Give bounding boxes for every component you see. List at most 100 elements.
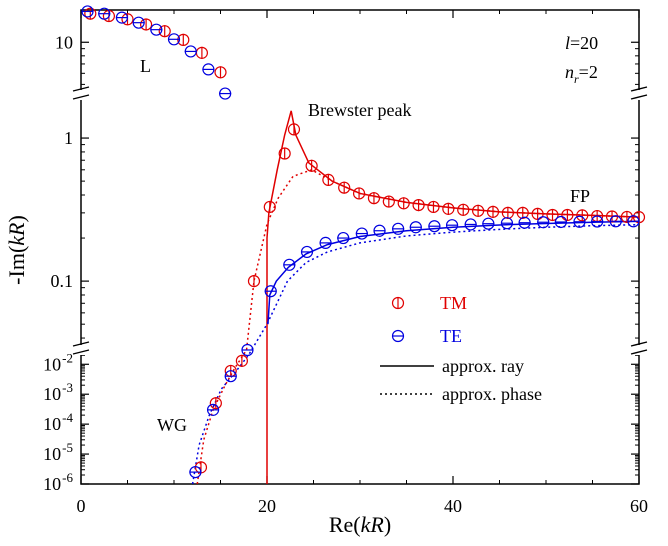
- y-axis-title: -Im(kR): [4, 215, 29, 285]
- annotation-label: FP: [570, 186, 590, 206]
- legend: TM TE approx. ray approx. phase: [380, 293, 542, 404]
- axis-break-slash: [630, 86, 648, 92]
- axis-break-gap: [74, 345, 88, 355]
- te-data-point: [167, 33, 181, 46]
- tm-data-point: [561, 208, 574, 222]
- tm-data-point: [140, 18, 153, 31]
- te-data-point: [184, 45, 197, 58]
- axis-break-slash: [72, 86, 90, 92]
- tm-data-point: [338, 181, 351, 194]
- te-data-point: [241, 343, 254, 357]
- annotation-subscript: r: [574, 72, 579, 86]
- te-data-point: [264, 285, 277, 298]
- axis-break-marks: [72, 86, 648, 355]
- te-data-point: [300, 245, 314, 259]
- tm-data-point: [235, 354, 248, 367]
- tm-phase-curve: [196, 168, 639, 484]
- te-data-point: [189, 465, 202, 479]
- te-data-point: [573, 215, 586, 228]
- tm-data-point: [516, 206, 529, 219]
- annotation-label: nr=2: [565, 62, 598, 86]
- tm-data-point: [367, 192, 381, 205]
- te-data-point: [219, 87, 232, 100]
- annotation-variable: l: [565, 33, 570, 53]
- y-tick-label: 10-4: [43, 410, 73, 434]
- te-data-point: [224, 370, 237, 383]
- tm-data-point: [472, 204, 485, 217]
- axis-break-slash: [72, 341, 90, 347]
- te-data-point: [500, 217, 514, 230]
- legend-label: TM: [440, 293, 467, 313]
- data-markers: [81, 5, 646, 479]
- y-axis-variable: kR: [4, 222, 29, 246]
- x-tick-label: 60: [630, 496, 648, 516]
- te-data-point: [554, 215, 567, 229]
- tm-data-point: [620, 210, 634, 224]
- legend-entry: approx. phase: [380, 384, 542, 404]
- y-tick-exponent: -6: [62, 470, 73, 485]
- tm-data-point: [397, 197, 410, 210]
- tm-data-point: [195, 46, 208, 59]
- te-data-point: [392, 222, 405, 235]
- tm-data-point: [278, 147, 291, 160]
- te-data-point: [464, 218, 477, 231]
- axes-ticks: [80, 10, 640, 485]
- axis-break-gap: [632, 90, 646, 100]
- axis-break-slash: [630, 349, 648, 355]
- te-data-point: [591, 215, 604, 228]
- te-phase-curve: [191, 223, 639, 484]
- tm-data-point: [352, 187, 366, 200]
- tm-data-point: [209, 397, 222, 410]
- te-data-point: [482, 217, 495, 230]
- annotation-variable: n: [565, 62, 574, 82]
- legend-label: TE: [440, 326, 462, 346]
- axis-break-slash: [630, 94, 648, 100]
- tm-data-point: [442, 202, 455, 215]
- te-data-point: [445, 219, 459, 232]
- tm-data-point: [576, 209, 589, 222]
- y-tick-label: 10-2: [43, 350, 73, 374]
- legend-label: approx. phase: [442, 384, 542, 404]
- te-data-point: [337, 231, 350, 245]
- axis-break-slash: [630, 341, 648, 347]
- y-tick-label: 10: [55, 32, 73, 52]
- plot-frame: [80, 9, 640, 485]
- y-tick-exponent: -5: [62, 440, 73, 455]
- te-data-point: [518, 216, 531, 229]
- axis-break-gap: [632, 345, 646, 355]
- te-data-point: [609, 215, 622, 228]
- x-axis-title: Re(kR): [329, 512, 391, 537]
- y-tick-label: 10-5: [43, 440, 73, 464]
- y-tick-exponent: -3: [62, 380, 73, 395]
- te-data-point: [283, 258, 296, 271]
- tm-data-point: [546, 208, 559, 222]
- te-data-point: [202, 63, 215, 76]
- axis-titles: Re(kR) -Im(kR): [4, 215, 391, 537]
- tm-data-point: [158, 25, 171, 38]
- te-data-point: [355, 227, 368, 240]
- y-axis-paren: ): [4, 215, 29, 222]
- x-tick-label: 20: [258, 496, 276, 516]
- x-axis-paren: ): [384, 512, 391, 537]
- te-data-point: [373, 224, 386, 237]
- axis-break-gap: [74, 90, 88, 100]
- y-tick-exponent: -4: [62, 410, 73, 425]
- tm-data-point: [305, 159, 318, 172]
- tm-data-point: [412, 198, 425, 212]
- tm-data-point: [287, 123, 301, 136]
- te-ray-curve: [267, 220, 639, 325]
- legend-entry: TE: [391, 326, 462, 346]
- tm-data-point: [457, 203, 470, 216]
- tm-data-point: [84, 7, 97, 20]
- annotation-label: l=20: [565, 33, 598, 53]
- te-data-point: [409, 221, 422, 234]
- y-tick-label: 10-6: [43, 470, 73, 494]
- te-data-point: [81, 5, 94, 18]
- legend-entry: approx. ray: [380, 356, 524, 376]
- te-data-point: [206, 403, 220, 416]
- tm-data-point: [247, 275, 261, 288]
- y-tick-exponent: -2: [62, 350, 73, 365]
- annotation-label: L: [140, 56, 151, 76]
